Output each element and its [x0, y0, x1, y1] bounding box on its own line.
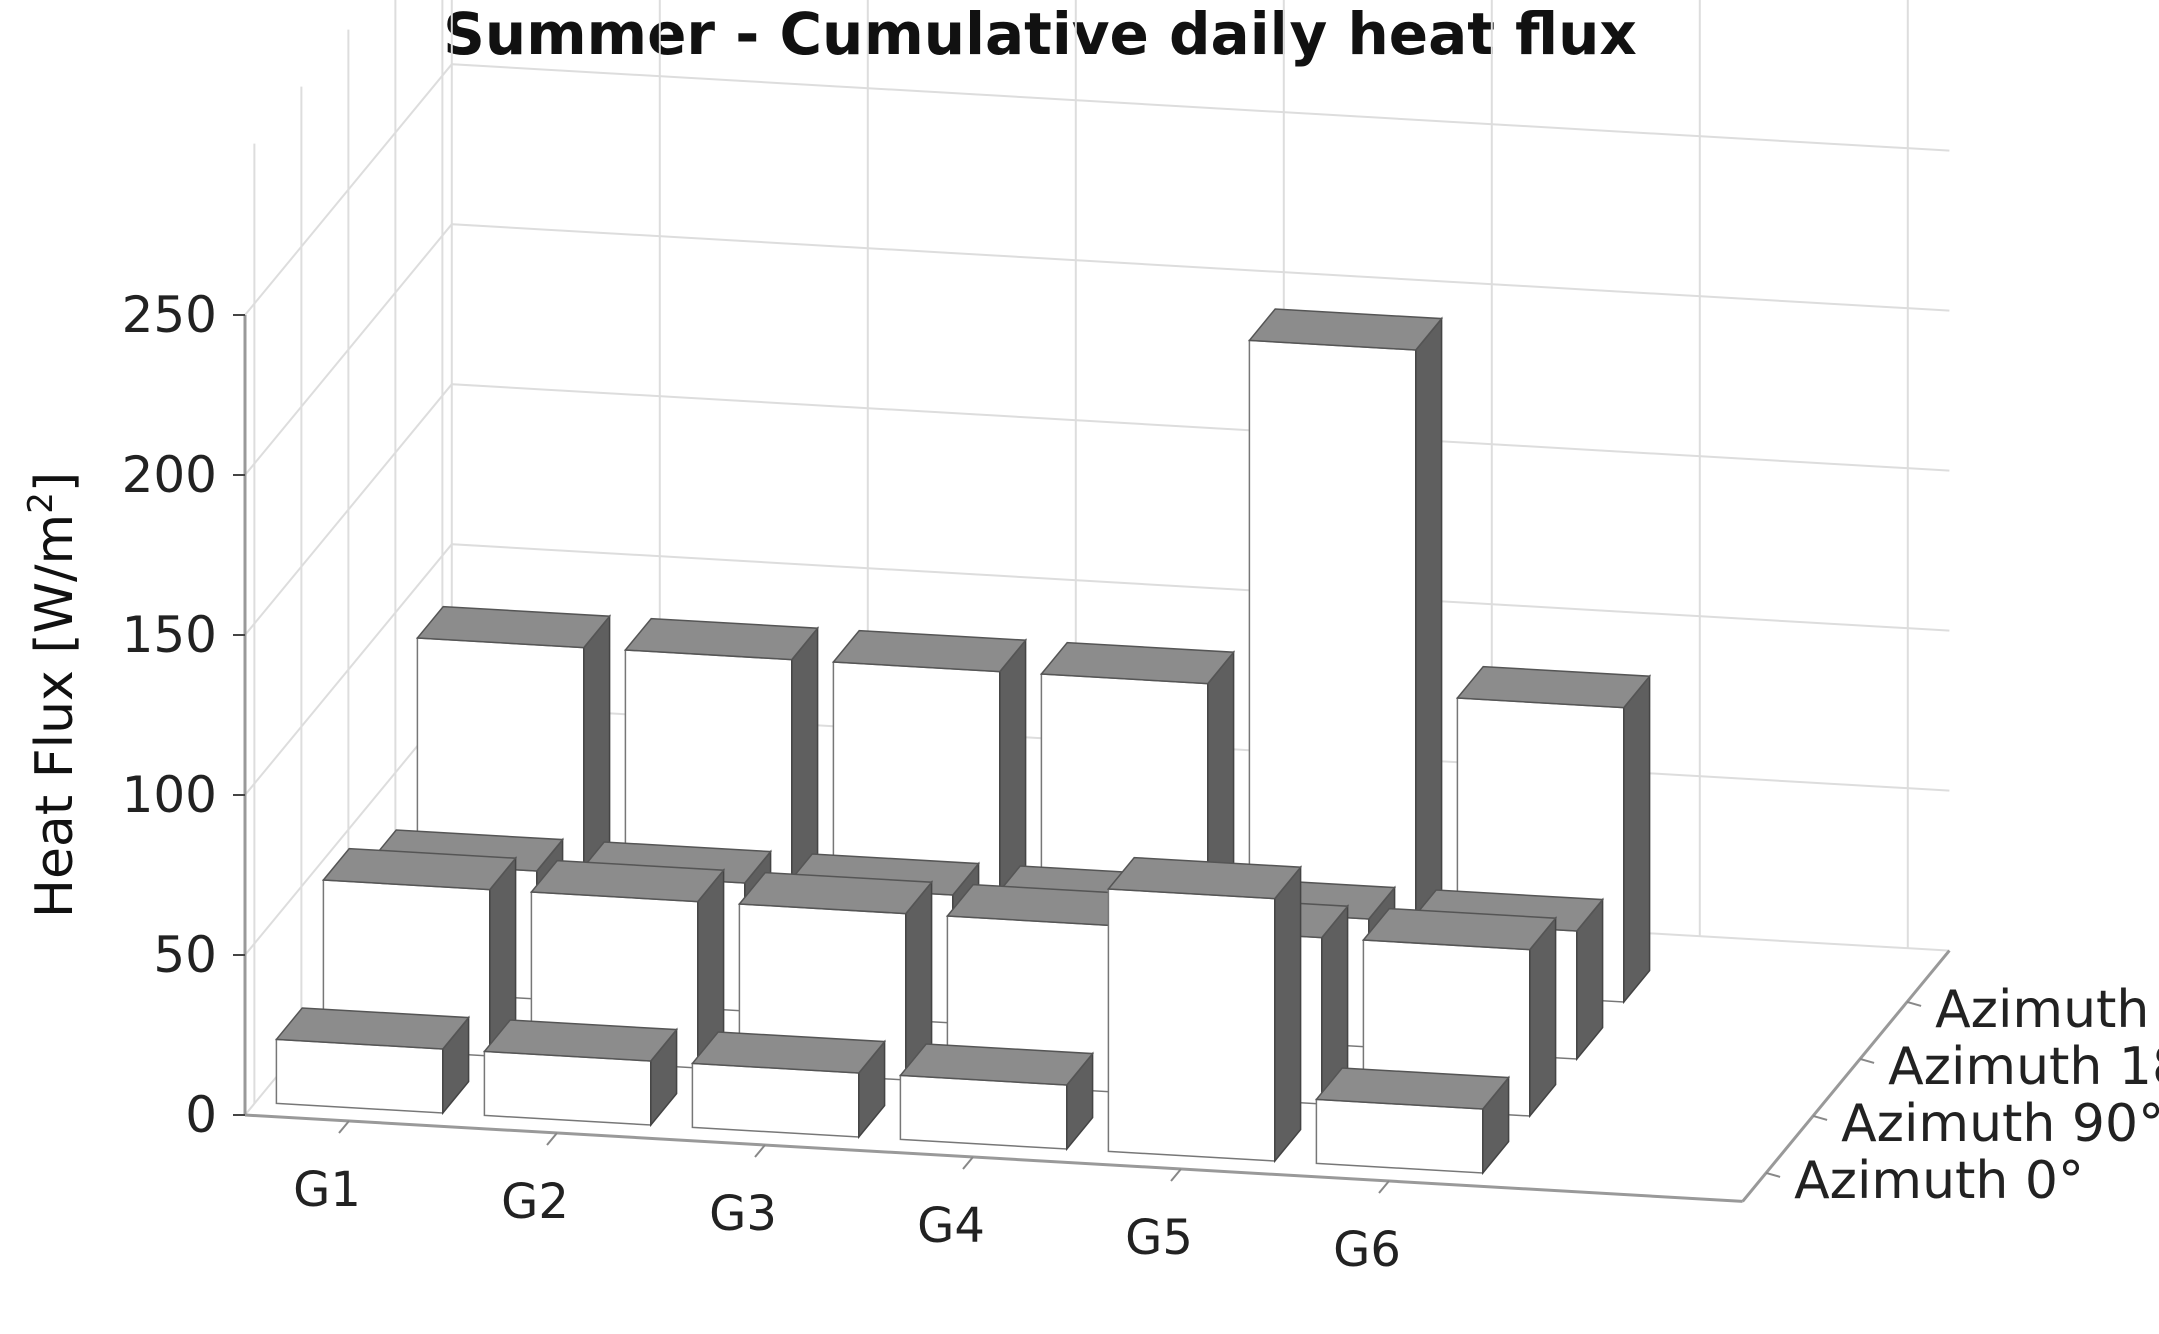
- bar-g6-series-1: [1314, 1067, 1511, 1176]
- bar-g1-series-1: [274, 1007, 471, 1116]
- x-axis-line: [244, 1113, 1743, 1203]
- bar-front-face: [1107, 888, 1276, 1162]
- x-tick-mark: [1170, 1168, 1182, 1182]
- x-tick-mark: [338, 1120, 350, 1134]
- y-tick-label: 50: [153, 926, 217, 984]
- y-axis-label-superscript: 2: [21, 492, 61, 514]
- category-label: G2: [501, 1174, 569, 1230]
- bar-top-face: [1455, 665, 1652, 709]
- category-label: G3: [709, 1186, 777, 1242]
- bar-top-face: [898, 1043, 1095, 1086]
- y-tick-label: 0: [185, 1086, 217, 1144]
- depth-axis-line: [1741, 949, 1951, 1203]
- series-label: Azimuth 180°: [1888, 1037, 2159, 1097]
- bar-side-face: [1623, 674, 1651, 1005]
- bar-top-face: [1039, 641, 1236, 685]
- bar-side-face: [1274, 865, 1302, 1164]
- series-label: Azimuth 270°: [1935, 980, 2159, 1040]
- bar-top-face: [737, 871, 934, 915]
- bar-top-face: [1361, 907, 1558, 951]
- bar-side-face: [1529, 916, 1557, 1119]
- bar-g3-series-1: [690, 1031, 887, 1140]
- bar-top-face: [1106, 856, 1303, 900]
- bar-top-face: [415, 605, 612, 649]
- y-tick-label: 100: [122, 766, 217, 824]
- x-tick-mark: [754, 1144, 766, 1158]
- bar-top-face: [690, 1031, 887, 1074]
- bars: [274, 308, 1652, 1176]
- bar-g4-series-1: [898, 1043, 1095, 1152]
- bar-top-face: [1314, 1067, 1511, 1110]
- depth-tick-mark: [1765, 1171, 1781, 1178]
- bar-top-face: [1247, 308, 1444, 351]
- gridline-value: [244, 383, 1950, 636]
- category-label: G6: [1333, 1222, 1401, 1278]
- x-tick-mark: [962, 1156, 974, 1170]
- chart-title: Summer - Cumulative daily heat flux: [443, 0, 1637, 68]
- bar-top-face: [529, 859, 726, 903]
- axes: [233, 314, 1951, 1203]
- category-label: G4: [917, 1198, 985, 1254]
- y-tick-label: 250: [122, 286, 217, 344]
- bar-front-face: [483, 1050, 652, 1126]
- depth-tick-mark: [1859, 1057, 1875, 1064]
- y-axis-label: Heat Flux [W/m2]: [21, 472, 85, 918]
- bar-top-face: [623, 617, 820, 661]
- depth-tick-mark: [1906, 1000, 1922, 1007]
- bar-front-face: [691, 1062, 860, 1138]
- bar-g2-series-1: [482, 1019, 679, 1128]
- series-label: Azimuth 0°: [1794, 1151, 2084, 1211]
- y-tick-label: 150: [122, 606, 217, 664]
- category-label: G1: [293, 1162, 361, 1218]
- series-label: Azimuth 90°: [1841, 1094, 2159, 1154]
- bar-side-face: [1415, 316, 1443, 993]
- bar-front-face: [899, 1074, 1068, 1150]
- bar-front-face: [1315, 1098, 1484, 1174]
- y-tick-label: 200: [122, 446, 217, 504]
- x-tick-mark: [546, 1132, 558, 1146]
- x-tick-mark: [1378, 1180, 1390, 1194]
- bar-g5-series-1: [1106, 856, 1303, 1164]
- depth-tick-mark: [1812, 1114, 1828, 1121]
- category-label: G5: [1125, 1210, 1193, 1266]
- y-axis-label-end: ]: [25, 472, 85, 492]
- y-axis-label-main: Heat Flux [W/m: [25, 514, 85, 918]
- bar-top-face: [831, 629, 1028, 673]
- bar-front-face: [275, 1038, 444, 1114]
- gridline-value: [244, 223, 1950, 476]
- gridline-value: [244, 63, 1950, 316]
- bar-top-face: [274, 1007, 471, 1050]
- bar-top-face: [321, 847, 518, 891]
- bar-top-face: [482, 1019, 679, 1062]
